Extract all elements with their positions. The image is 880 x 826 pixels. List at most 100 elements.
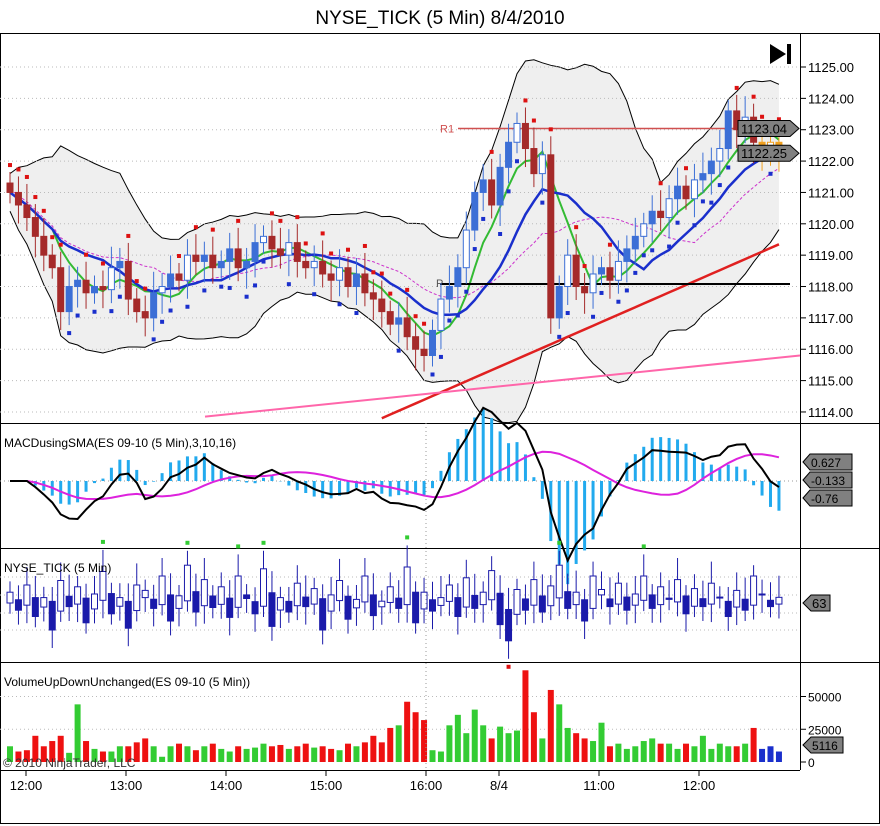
signal-dot [160,319,165,324]
macd-histogram-bar [397,481,401,496]
volume-bar [412,712,419,762]
tick-body [319,598,327,631]
volume-bar [345,743,351,762]
candle-body [445,286,453,300]
candle-body [65,286,73,313]
macd-histogram-bar [118,459,122,481]
candle-body [420,348,428,357]
tick-body [285,600,293,613]
tick-body [209,595,217,608]
tick-extreme-dot [405,535,410,540]
signal-dot [50,235,55,240]
y-tick-label: 25000 [808,723,842,737]
macd-histogram-bar [473,417,477,481]
tick-title: NYSE_TICK (5 Min) [4,561,111,575]
tick-body [243,594,251,600]
candle-body [454,267,462,288]
tick-body [369,594,377,617]
volume-bar [632,746,639,762]
signal-dot [295,215,300,220]
tick-body [260,568,267,607]
signal-dot [312,292,317,297]
tick-body [91,593,98,610]
y-tick-label: 1121.00 [808,185,854,200]
volume-bar [192,750,199,762]
signal-dot [717,183,722,188]
x-tick-label: 14:00 [210,778,243,793]
tick-body [733,589,741,608]
sma-slow [381,243,780,420]
candle-body [564,254,572,288]
signal-dot [253,283,258,288]
macd-histogram-bar [498,431,502,481]
tick-body [6,591,14,604]
tick-body [547,585,555,607]
volume-bar [83,741,90,762]
macd-histogram-bar [616,480,620,481]
macd-histogram-bar [143,481,147,486]
macd-value-label: 0.627 [811,456,841,470]
signal-dot [75,313,80,318]
tick-body [99,571,107,601]
candle-body [82,279,90,294]
candle-body [369,292,377,300]
x-tick-label: 8/4 [490,778,508,793]
macd-histogram-bar [464,429,468,481]
tick-body [150,598,158,609]
macd-histogram-bar [109,467,113,481]
trendline [204,354,801,418]
signal-dot [151,337,156,342]
candle-body [471,191,479,231]
volume-bar [666,743,673,762]
volume-bar [530,712,537,762]
candle-body [665,198,673,219]
candle-body [589,273,597,294]
tick-body [327,594,335,612]
macd-histogram-bar [735,466,739,481]
signal-dot [498,231,503,236]
tick-body [14,599,22,611]
candle-body [6,182,14,193]
macd-histogram-bar [456,438,460,481]
scroll-to-end-button[interactable] [770,44,791,64]
tick-body [429,599,436,612]
macd-histogram-bar [422,481,426,496]
volume-bar [260,743,267,762]
signal-dot [126,233,131,238]
volume-bar [446,725,453,762]
tick-body [657,586,665,606]
volume-bar [480,725,487,762]
tick-body [471,594,479,609]
candle-body [217,260,225,269]
candle-body [462,229,470,269]
bollinger-upper [9,59,780,240]
tick-body [175,595,183,609]
signal-dot [24,174,29,179]
tick-body [226,597,234,618]
signal-dot [193,225,198,230]
volume-bar [623,748,630,762]
signal-dot [523,98,528,103]
signal-dot [100,261,105,266]
tick-body [555,564,563,599]
candle-body [175,273,183,281]
tick-body [724,600,732,618]
candle-body [496,166,504,206]
volume-bar [404,701,411,762]
candle-body [623,248,631,262]
candle-body [598,267,605,275]
signal-dot [92,309,97,314]
volume-bar [108,751,115,762]
macd-value-label: -0.133 [811,474,845,488]
volume-bar [657,743,664,762]
volume-bar [691,746,698,762]
signal-dot [329,251,334,256]
volume-panel: 50000 25000 0 5116 [0,670,844,770]
candle-body [57,267,65,313]
volume-bar [590,741,597,762]
tick-body [623,596,631,611]
volume-bar [150,746,157,762]
signal-dot [624,288,629,293]
tick-last-marker [802,594,831,612]
